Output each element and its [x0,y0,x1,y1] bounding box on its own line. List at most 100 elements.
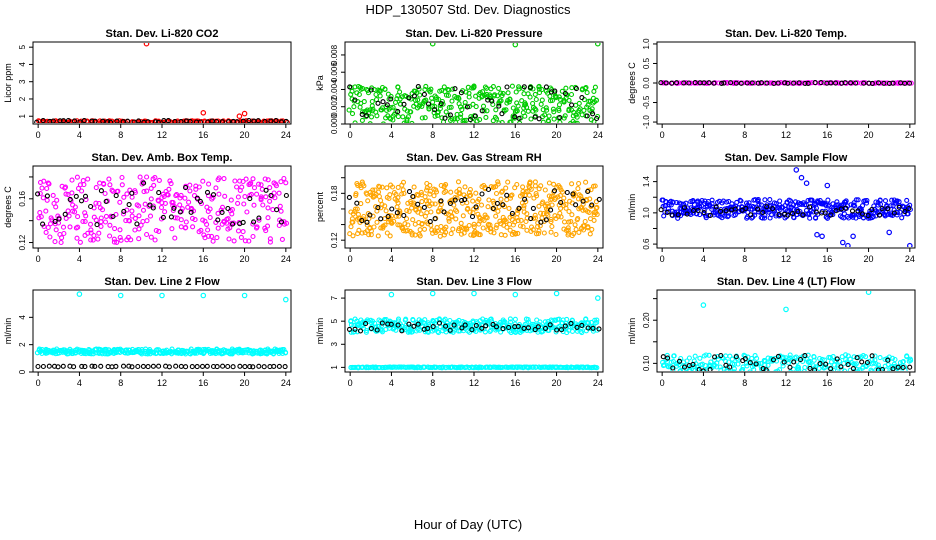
data-point [797,357,804,363]
data-point [40,221,46,227]
data-point [455,228,461,234]
data-point [132,215,138,221]
y-axis-label: kPa [315,75,325,91]
data-point [229,207,235,213]
data-point [480,103,487,109]
data-point [117,227,123,233]
data-point [459,107,465,113]
data-point [451,322,457,328]
data-point [538,183,544,189]
data-point [499,120,505,123]
data-point [505,179,511,185]
data-point [156,228,162,234]
data-point [701,210,707,216]
data-point [900,359,906,365]
x-tick-label: 16 [822,130,832,140]
y-axis-label: percent [315,191,325,222]
data-point [106,176,112,182]
data-point [267,198,273,204]
data-point [504,224,510,230]
y-axis-label: ml/min [627,194,637,221]
data-point [401,327,407,333]
data-point [361,183,367,189]
data-point [591,88,597,94]
data-point [704,203,710,209]
data-point [500,202,506,208]
data-point [580,207,586,213]
data-point [864,359,870,366]
data-point [101,118,108,123]
data-point [379,105,386,111]
data-point [409,232,415,238]
data-point [488,229,494,235]
data-point [546,118,552,123]
x-tick-label: 20 [864,378,874,388]
data-point [718,208,724,214]
plot-frame [32,289,292,373]
data-point [676,362,682,368]
data-point [665,355,671,361]
data-point [425,101,432,107]
data-point [365,90,372,96]
data-point [522,100,528,106]
y-tick-label: 0.12 [18,234,27,250]
data-point [828,80,834,86]
data-point [519,191,526,197]
data-point [503,218,509,224]
data-point [69,190,75,196]
data-point [382,222,388,228]
data-point [215,217,221,223]
data-point [140,218,146,225]
data-point [411,323,417,329]
data-point [908,80,914,86]
data-point [584,113,590,119]
data-point [374,219,380,225]
outlier-point [824,182,831,189]
data-point [232,178,238,184]
data-point [788,369,793,371]
data-point [459,325,465,331]
y-tick-label: 2 [18,342,27,347]
data-point [425,325,431,331]
data-point [43,229,49,235]
data-point [36,215,42,221]
data-point [445,322,451,328]
data-point [733,354,739,360]
data-point [358,100,364,106]
plot-frame [344,41,604,125]
data-point [530,227,536,233]
data-point [873,361,879,367]
data-point [536,84,542,90]
data-point [410,317,416,323]
data-point [199,118,205,123]
data-point [182,195,188,201]
data-point [378,197,384,204]
data-point [869,207,875,213]
data-point [681,205,688,211]
data-point [78,198,85,204]
data-point [391,218,397,224]
panel-pressure: Stan. Dev. Li-820 Pressure 0 4 8 12 16 20 24 0.0… [315,28,604,140]
data-point [214,235,220,241]
data-point [440,364,446,370]
data-point [881,80,887,86]
data-point [352,326,358,332]
outlier-point [143,43,150,47]
data-point [521,105,527,111]
data-point [220,363,226,369]
data-point [432,104,438,110]
data-point [456,186,462,192]
data-point [377,364,383,371]
data-point [441,84,447,90]
data-point [692,353,698,359]
data-point [156,177,162,183]
data-point [77,239,83,245]
panel-title: Stan. Dev. Line 4 (LT) Flow [717,276,856,288]
data-point [477,117,483,123]
data-point [385,214,391,220]
data-point [573,364,579,370]
outlier-point [783,306,789,313]
data-point [346,107,352,113]
data-point [528,186,534,192]
data-point [899,215,905,221]
